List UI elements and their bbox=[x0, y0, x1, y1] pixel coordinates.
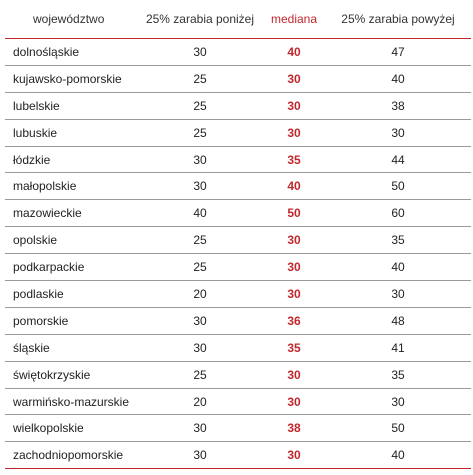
p25-cell: 30 bbox=[193, 421, 207, 436]
median-cell: 30 bbox=[287, 260, 301, 275]
region-cell: śląskie bbox=[13, 340, 50, 355]
p25-cell: 25 bbox=[193, 233, 207, 248]
region-cell: warmińsko-mazurskie bbox=[13, 394, 130, 409]
p25-cell: 30 bbox=[193, 340, 207, 355]
median-cell: 40 bbox=[287, 179, 301, 194]
median-cell: 30 bbox=[287, 233, 301, 248]
table-row: podkarpackie 25 30 40 bbox=[5, 254, 471, 281]
table-header: województwo 25% zarabia poniżej mediana … bbox=[5, 0, 471, 39]
region-cell: zachodniopomorskie bbox=[13, 448, 124, 463]
region-cell: małopolskie bbox=[13, 179, 77, 194]
p75-cell: 35 bbox=[391, 367, 405, 382]
p75-cell: 40 bbox=[391, 71, 405, 86]
region-cell: łódzkie bbox=[13, 152, 51, 167]
p25-cell: 20 bbox=[193, 394, 207, 409]
p25-cell: 30 bbox=[193, 152, 207, 167]
region-cell: lubelskie bbox=[13, 98, 60, 113]
median-cell: 30 bbox=[287, 125, 301, 140]
p25-cell: 25 bbox=[193, 367, 207, 382]
region-cell: lubuskie bbox=[13, 125, 58, 140]
median-cell: 36 bbox=[287, 313, 301, 328]
p75-cell: 35 bbox=[391, 233, 405, 248]
table-row: podlaskie 20 30 30 bbox=[5, 281, 471, 308]
region-cell: kujawsko-pomorskie bbox=[13, 71, 122, 86]
p25-cell: 25 bbox=[193, 98, 207, 113]
table-row: wielkopolskie 30 38 50 bbox=[5, 415, 471, 442]
p75-cell: 38 bbox=[391, 98, 405, 113]
median-cell: 40 bbox=[287, 44, 301, 59]
table-row: dolnośląskie 30 40 47 bbox=[5, 39, 471, 66]
table-row: opolskie 25 30 35 bbox=[5, 227, 471, 254]
p75-cell: 40 bbox=[391, 260, 405, 275]
median-cell: 30 bbox=[287, 448, 301, 463]
column-header-p25: 25% zarabia poniżej bbox=[145, 12, 255, 26]
p25-cell: 20 bbox=[193, 286, 207, 301]
p75-cell: 41 bbox=[391, 340, 405, 355]
header-row: województwo 25% zarabia poniżej mediana … bbox=[5, 0, 471, 39]
p25-cell: 25 bbox=[193, 260, 207, 275]
table-row: małopolskie 30 40 50 bbox=[5, 173, 471, 200]
p75-cell: 30 bbox=[391, 125, 405, 140]
table-row: kujawsko-pomorskie 25 30 40 bbox=[5, 65, 471, 93]
table-row: pomorskie 30 36 48 bbox=[5, 307, 471, 335]
median-cell: 50 bbox=[287, 206, 301, 221]
column-header-p75: 25% zarabia powyżej bbox=[341, 12, 455, 26]
column-header-region: województwo bbox=[33, 12, 105, 26]
region-cell: pomorskie bbox=[13, 313, 69, 328]
p75-cell: 48 bbox=[391, 313, 405, 328]
salary-by-region-table: województwo 25% zarabia poniżej mediana … bbox=[5, 0, 471, 469]
p25-cell: 30 bbox=[193, 44, 207, 59]
p75-cell: 60 bbox=[391, 206, 405, 221]
median-cell: 30 bbox=[287, 98, 301, 113]
p75-cell: 40 bbox=[391, 448, 405, 463]
table-row: mazowieckie 40 50 60 bbox=[5, 200, 471, 227]
p25-cell: 25 bbox=[193, 71, 207, 86]
region-cell: opolskie bbox=[13, 233, 58, 248]
p25-cell: 40 bbox=[193, 206, 207, 221]
p75-cell: 47 bbox=[391, 44, 405, 59]
median-cell: 30 bbox=[287, 71, 301, 86]
table-row: łódzkie 30 35 44 bbox=[5, 146, 471, 173]
region-cell: podlaskie bbox=[13, 286, 64, 301]
p25-cell: 30 bbox=[193, 448, 207, 463]
table-row: lubuskie 25 30 30 bbox=[5, 119, 471, 147]
table-row: świętokrzyskie 25 30 35 bbox=[5, 361, 471, 389]
region-cell: świętokrzyskie bbox=[13, 367, 91, 382]
median-cell: 30 bbox=[287, 286, 301, 301]
p25-cell: 30 bbox=[193, 179, 207, 194]
median-cell: 30 bbox=[287, 394, 301, 409]
p75-cell: 30 bbox=[391, 394, 405, 409]
p75-cell: 30 bbox=[391, 286, 405, 301]
median-cell: 30 bbox=[287, 367, 301, 382]
p75-cell: 44 bbox=[391, 152, 405, 167]
p25-cell: 30 bbox=[193, 313, 207, 328]
table-row: śląskie 30 35 41 bbox=[5, 334, 471, 362]
table-row: zachodniopomorskie 30 30 40 bbox=[5, 442, 471, 469]
region-cell: mazowieckie bbox=[13, 206, 82, 221]
median-cell: 35 bbox=[287, 152, 301, 167]
region-cell: dolnośląskie bbox=[13, 44, 80, 59]
table-row: warmińsko-mazurskie 20 30 30 bbox=[5, 388, 471, 415]
p75-cell: 50 bbox=[391, 179, 405, 194]
region-cell: podkarpackie bbox=[13, 260, 85, 275]
column-header-median: mediana bbox=[270, 12, 318, 26]
region-cell: wielkopolskie bbox=[13, 421, 84, 436]
median-cell: 38 bbox=[287, 421, 301, 436]
table-row: lubelskie 25 30 38 bbox=[5, 92, 471, 120]
p75-cell: 50 bbox=[391, 421, 405, 436]
table-body: dolnośląskie 30 40 47 kujawsko-pomorskie 25 30… bbox=[5, 39, 471, 469]
p25-cell: 25 bbox=[193, 125, 207, 140]
median-cell: 35 bbox=[287, 340, 301, 355]
